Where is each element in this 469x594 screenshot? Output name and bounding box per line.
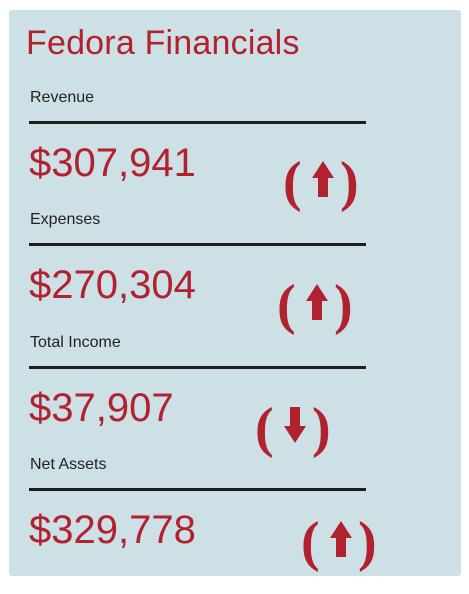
metric-value-revenue: $307,941 — [29, 141, 196, 185]
metric-value-total-income: $37,907 — [29, 386, 174, 430]
metric-divider — [29, 488, 366, 491]
metric-divider — [29, 366, 366, 369]
financials-panel: Fedora Financials Revenue $307,941 ( ) E… — [9, 10, 461, 576]
svg-text:(: ( — [255, 397, 274, 459]
page-title: Fedora Financials — [26, 24, 300, 62]
svg-text:): ) — [358, 511, 377, 573]
metric-value-net-assets: $329,778 — [29, 508, 196, 552]
metric-label-expenses: Expenses — [30, 211, 101, 228]
svg-text:(: ( — [283, 151, 302, 213]
svg-text:(: ( — [301, 511, 320, 573]
svg-text:): ) — [334, 274, 353, 336]
trend-down-icon: ( ) — [255, 396, 335, 460]
svg-text:): ) — [312, 397, 331, 459]
svg-text:): ) — [340, 151, 359, 213]
trend-up-icon: ( ) — [277, 273, 357, 337]
metric-divider — [29, 121, 366, 124]
metric-label-total-income: Total Income — [30, 334, 121, 351]
trend-up-icon: ( ) — [283, 150, 363, 214]
metric-label-revenue: Revenue — [30, 89, 95, 106]
svg-text:(: ( — [277, 274, 296, 336]
metric-value-expenses: $270,304 — [29, 263, 196, 307]
metric-divider — [29, 243, 366, 246]
trend-up-icon: ( ) — [301, 510, 381, 574]
metric-label-net-assets: Net Assets — [30, 456, 107, 473]
